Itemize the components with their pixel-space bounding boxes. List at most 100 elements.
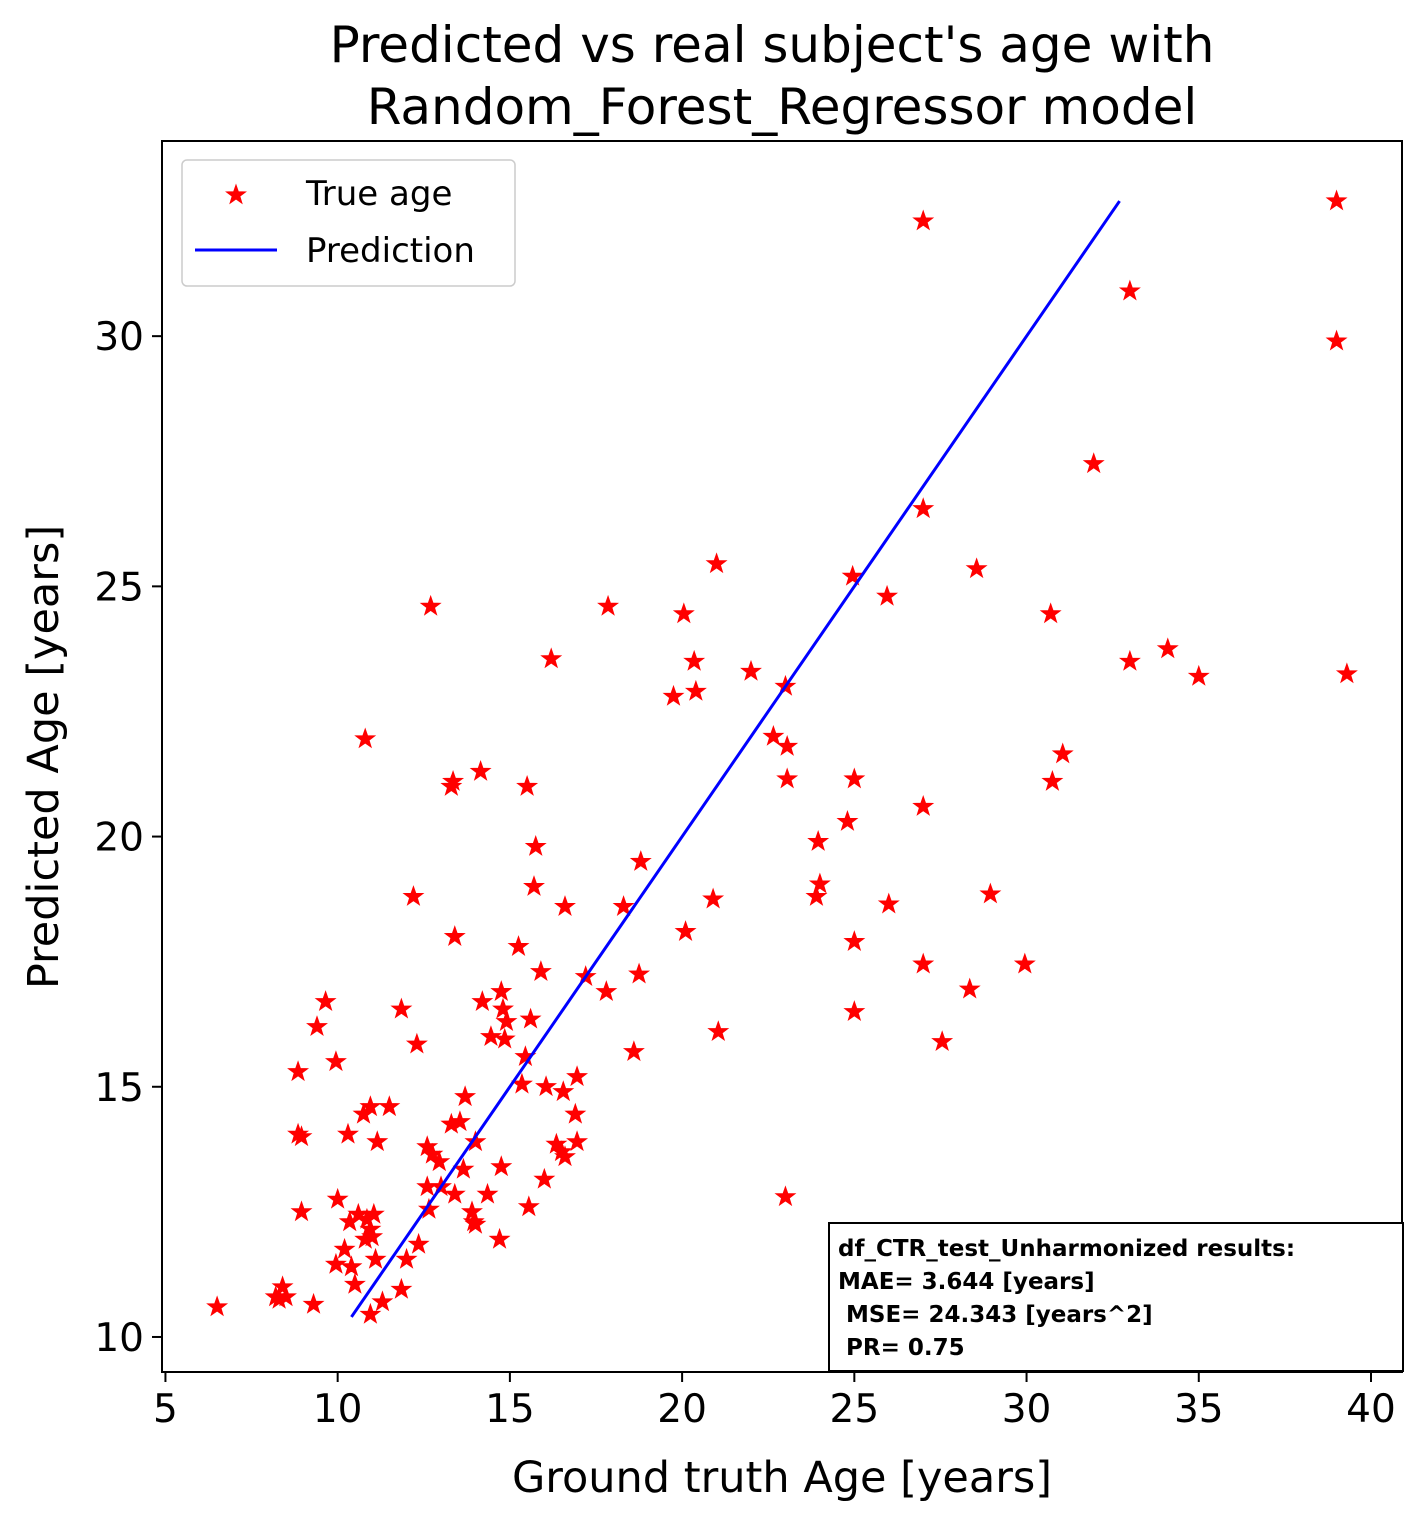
data-point-star: [912, 497, 935, 519]
data-point-star: [1335, 662, 1358, 684]
data-point-star: [442, 770, 465, 791]
legend: True age Prediction: [181, 159, 516, 287]
data-point-star: [354, 727, 377, 749]
data-point-star: [965, 557, 988, 579]
data-point-star: [523, 875, 545, 896]
data-point-star: [364, 1247, 387, 1269]
data-point-star: [361, 1225, 384, 1247]
x-tick-label: 15: [485, 1387, 535, 1432]
y-tick-label: 25: [94, 565, 144, 610]
legend-box: [181, 159, 516, 287]
data-point-star: [517, 1195, 540, 1217]
data-point-star: [324, 1050, 347, 1072]
data-point-star: [597, 594, 620, 616]
metrics-box: [828, 1222, 1404, 1372]
data-point-star: [552, 1080, 575, 1102]
data-point-star: [672, 602, 695, 624]
x-tick-label: 10: [313, 1387, 363, 1432]
x-tick-label: 40: [1346, 1387, 1396, 1432]
data-point-star: [566, 1130, 589, 1152]
plot-area: [206, 189, 1358, 1324]
data-point-star: [390, 997, 413, 1019]
data-point-star: [359, 1095, 382, 1117]
data-point-star: [912, 209, 935, 231]
data-point-star: [443, 1182, 466, 1204]
chart-title: Predicted vs real subject's age with Ran…: [330, 16, 1215, 136]
data-point-star: [622, 1040, 645, 1062]
data-point-star: [206, 1295, 229, 1317]
data-point-star: [843, 930, 866, 951]
data-point-star: [271, 1275, 294, 1297]
data-point-star: [533, 1167, 556, 1189]
data-point-star: [979, 882, 1002, 904]
data-point-star: [1013, 952, 1036, 974]
metrics-line-4: PR= 0.75: [838, 1335, 965, 1361]
x-tick-label: 25: [830, 1387, 880, 1432]
data-point-star: [492, 997, 514, 1019]
data-point-star: [876, 584, 899, 606]
data-point-star: [1082, 452, 1105, 474]
data-point-star: [776, 734, 799, 756]
data-point-star: [290, 1200, 313, 1222]
legend-star-shape: [225, 183, 247, 205]
data-point-star: [564, 1102, 587, 1124]
data-point-star: [290, 1125, 313, 1147]
data-point-star: [674, 920, 697, 941]
data-point-star: [877, 892, 900, 914]
data-point-star: [540, 647, 563, 669]
data-point-star: [493, 1027, 516, 1049]
data-point-star: [343, 1272, 366, 1294]
data-point-star: [490, 980, 513, 1002]
data-point-star: [662, 684, 685, 706]
data-point-star: [702, 887, 725, 909]
data-point-star: [359, 1302, 382, 1324]
data-point-star: [808, 872, 831, 894]
data-point-star: [371, 1290, 394, 1312]
x-axis-label: Ground truth Age [years]: [512, 1453, 1052, 1503]
data-point-star: [471, 990, 494, 1012]
data-point-star: [843, 767, 866, 789]
data-point-star: [1118, 279, 1141, 301]
data-point-star: [683, 649, 706, 671]
data-point-star: [419, 594, 442, 616]
data-point-star: [912, 952, 935, 974]
chart-title-line-1: Predicted vs real subject's age with: [330, 16, 1215, 74]
data-point-star: [395, 1247, 418, 1269]
data-point-star: [417, 1197, 440, 1219]
data-point-star: [302, 1292, 325, 1314]
y-tick-label: 30: [94, 315, 144, 360]
data-point-star: [529, 960, 552, 981]
data-point-star: [340, 1255, 363, 1277]
data-point-star: [629, 850, 652, 871]
y-tick-label: 10: [94, 1316, 144, 1361]
data-point-star: [378, 1095, 401, 1117]
data-point-star: [931, 1030, 954, 1052]
legend-star-marker: [225, 183, 247, 205]
data-point-star: [805, 885, 828, 906]
data-point-star: [628, 962, 651, 984]
data-point-star: [595, 980, 618, 1002]
prediction-line: [350, 200, 1121, 1318]
data-point-star: [402, 885, 425, 906]
y-axis-label: Predicted Age [years]: [19, 525, 69, 989]
x-tick-label: 30: [1002, 1387, 1052, 1432]
data-point-star: [1156, 637, 1179, 659]
data-point-star: [337, 1122, 359, 1144]
legend-label-prediction: Prediction: [306, 231, 475, 271]
data-point-star: [405, 1032, 428, 1054]
data-point-star: [314, 990, 337, 1012]
data-point-star: [1187, 664, 1210, 686]
data-point-star: [762, 724, 785, 746]
data-point-star: [841, 564, 864, 586]
metrics-line-2: MAE= 3.644 [years]: [838, 1269, 1095, 1295]
y-tick-label: 15: [94, 1066, 144, 1111]
data-point-star: [705, 552, 728, 574]
data-point-star: [1325, 189, 1348, 211]
data-point-star: [535, 1075, 558, 1097]
x-tick-label: 35: [1174, 1387, 1224, 1432]
data-point-star: [1039, 602, 1062, 624]
plot-frame: [161, 140, 1403, 1373]
data-point-star: [495, 1010, 518, 1032]
